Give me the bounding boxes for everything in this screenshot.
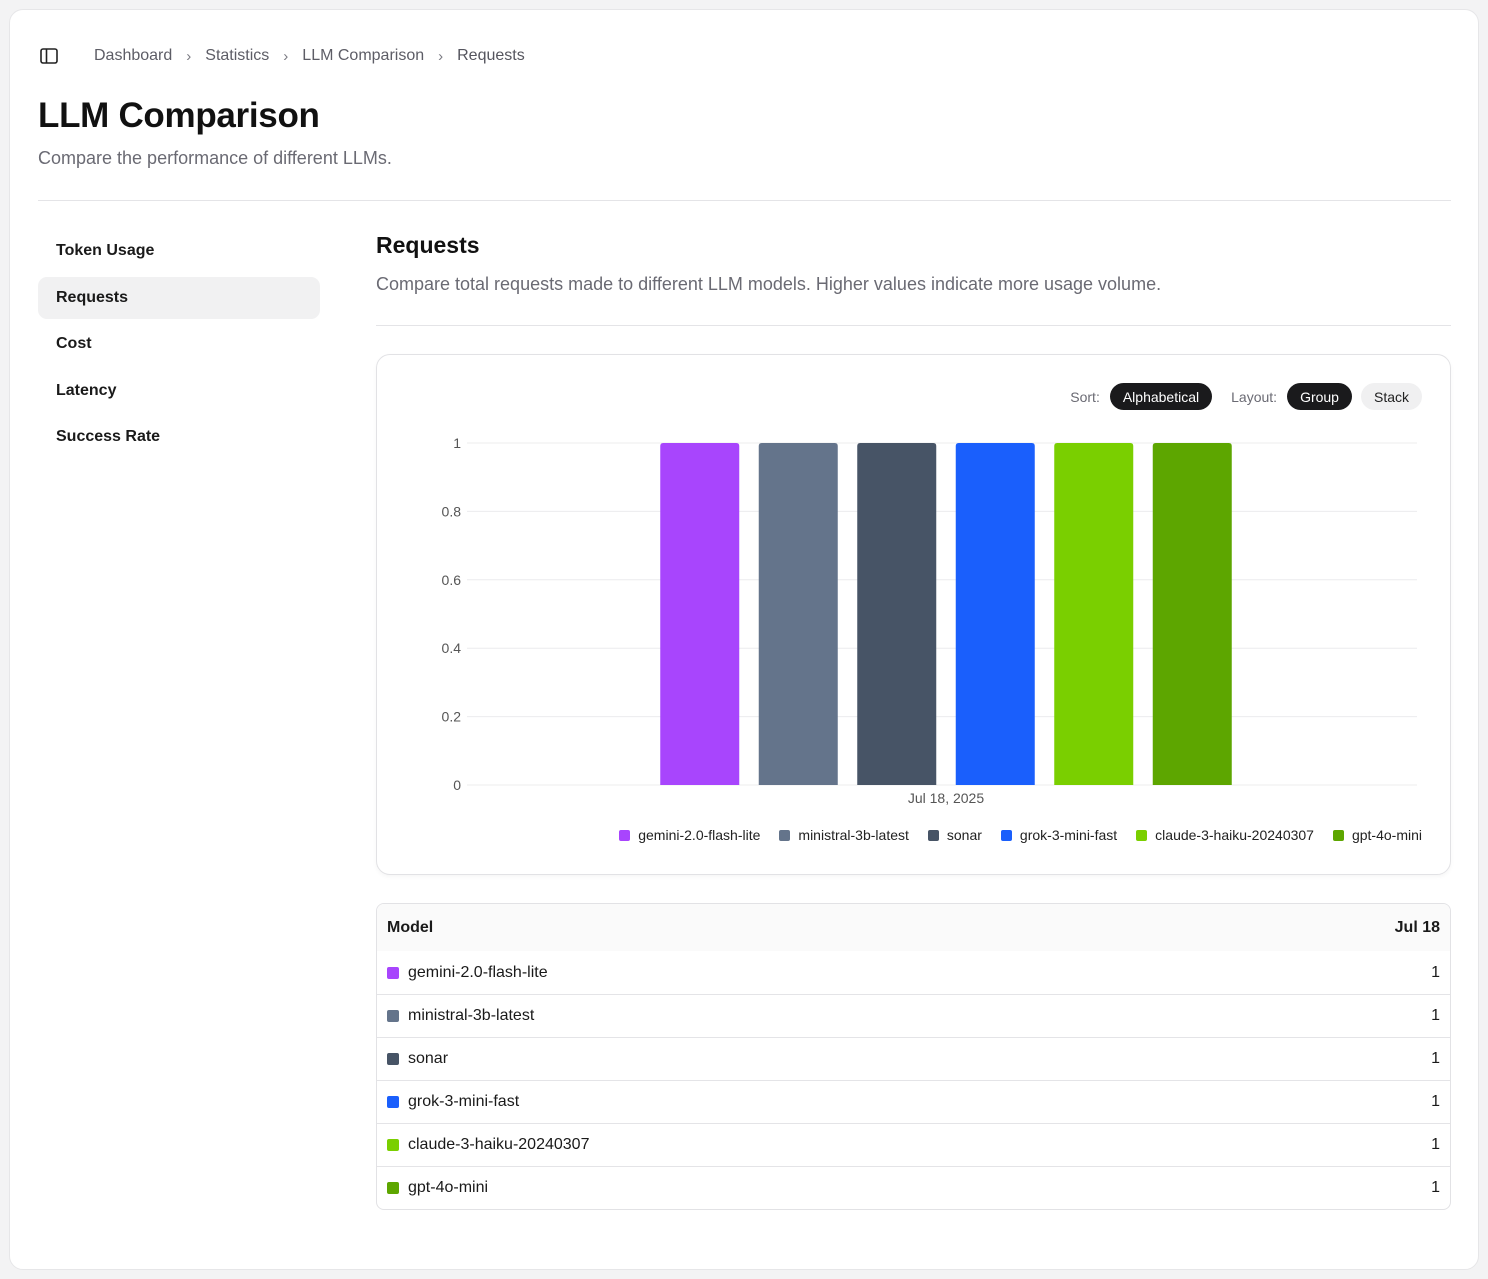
legend-label: ministral-3b-latest xyxy=(798,827,909,843)
model-cell: claude-3-haiku-20240307 xyxy=(387,1136,589,1154)
sort-alphabetical-button[interactable]: Alphabetical xyxy=(1109,383,1213,410)
bar-sonar[interactable] xyxy=(857,443,937,785)
legend-item[interactable]: claude-3-haiku-20240307 xyxy=(1136,827,1314,843)
table-row: sonar 1 xyxy=(377,1037,1450,1080)
value-cell: 1 xyxy=(1431,1179,1440,1196)
sidebar-item-success-rate[interactable]: Success Rate xyxy=(56,428,161,445)
table-row: gpt-4o-mini 1 xyxy=(377,1166,1450,1209)
y-tick-label: 1 xyxy=(453,435,461,451)
model-cell: sonar xyxy=(387,1050,448,1068)
y-tick-label: 0 xyxy=(453,777,461,793)
model-color-swatch xyxy=(387,1010,399,1022)
table-row: grok-3-mini-fast 1 xyxy=(377,1080,1450,1123)
chart-card: Sort: Alphabetical Layout: Group Stack 0… xyxy=(376,354,1451,875)
legend-swatch xyxy=(1000,829,1012,841)
legend-label: grok-3-mini-fast xyxy=(1019,827,1118,843)
breadcrumb-statistics[interactable]: Statistics xyxy=(205,47,270,64)
legend-label: claude-3-haiku-20240307 xyxy=(1155,827,1314,843)
sidebar-nav: Token Usage Requests Cost Latency Succes… xyxy=(38,230,320,463)
sidebar-toggle-icon[interactable] xyxy=(38,45,60,67)
table-row: ministral-3b-latest 1 xyxy=(377,994,1450,1037)
layout-label: Layout: xyxy=(1231,388,1278,405)
legend-label: gpt-4o-mini xyxy=(1351,827,1422,843)
legend-item[interactable]: gpt-4o-mini xyxy=(1332,827,1422,843)
model-name: sonar xyxy=(408,1050,449,1067)
chevron-right-icon: › xyxy=(283,47,289,65)
section-title: Requests xyxy=(376,232,480,258)
sidebar-item-requests[interactable]: Requests xyxy=(38,276,320,319)
sidebar-item-token-usage[interactable]: Token Usage xyxy=(56,242,155,259)
model-name: gemini-2.0-flash-lite xyxy=(408,963,548,981)
header-date: Jul 18 xyxy=(1394,918,1440,936)
legend-swatch xyxy=(619,829,631,841)
value-cell: 1 xyxy=(1431,1007,1440,1024)
model-name: claude-3-haiku-20240307 xyxy=(408,1136,590,1153)
chevron-right-icon: › xyxy=(186,47,192,65)
divider xyxy=(38,200,1451,201)
legend-item[interactable]: grok-3-mini-fast xyxy=(1000,827,1118,843)
bar-claude-3-haiku-20240307[interactable] xyxy=(1054,443,1134,785)
legend-item[interactable]: sonar xyxy=(927,827,982,843)
bar-gpt-4o-mini[interactable] xyxy=(1152,443,1232,785)
table-row: gemini-2.0-flash-lite 1 xyxy=(377,951,1450,994)
model-color-swatch xyxy=(387,1182,399,1194)
header-model: Model xyxy=(387,918,434,936)
table-row: claude-3-haiku-20240307 1 xyxy=(377,1123,1450,1166)
page-subtitle: Compare the performance of different LLM… xyxy=(38,148,392,168)
legend-item[interactable]: ministral-3b-latest xyxy=(779,827,909,843)
page-title: LLM Comparison xyxy=(38,96,320,135)
legend-swatch xyxy=(779,829,791,841)
legend-item[interactable]: gemini-2.0-flash-lite xyxy=(619,827,760,843)
x-tick-label: Jul 18, 2025 xyxy=(908,790,984,806)
sidebar-item-cost[interactable]: Cost xyxy=(56,335,92,352)
bar-grok-3-mini-fast[interactable] xyxy=(955,443,1035,785)
breadcrumb-requests: Requests xyxy=(457,47,525,64)
value-cell: 1 xyxy=(1431,963,1440,981)
model-cell: gemini-2.0-flash-lite xyxy=(387,964,548,982)
table-header: Model Jul 18 xyxy=(377,904,1450,951)
y-tick-label: 0.8 xyxy=(442,503,462,519)
sidebar-item-latency[interactable]: Latency xyxy=(56,381,117,399)
legend-swatch xyxy=(1332,829,1344,841)
model-color-swatch xyxy=(387,1139,399,1151)
value-cell: 1 xyxy=(1431,1136,1440,1153)
value-cell: 1 xyxy=(1431,1093,1440,1110)
breadcrumb: Dashboard › Statistics › LLM Comparison … xyxy=(94,47,525,65)
sort-label: Sort: xyxy=(1070,388,1100,405)
bar-gemini-2.0-flash-lite[interactable] xyxy=(660,443,740,785)
value-cell: 1 xyxy=(1431,1050,1440,1067)
model-name: grok-3-mini-fast xyxy=(408,1093,520,1110)
section-description: Compare total requests made to different… xyxy=(376,274,1162,294)
y-tick-label: 0.4 xyxy=(442,640,462,656)
y-tick-label: 0.6 xyxy=(442,572,462,588)
legend-label: sonar xyxy=(946,827,982,843)
main-content: Requests Compare total requests made to … xyxy=(376,230,1451,1210)
breadcrumb-llm-comparison[interactable]: LLM Comparison xyxy=(302,47,425,64)
bar-chart: 0 0.2 0.4 0.6 0.8 1 Jul 18, 2025 xyxy=(442,435,1417,806)
model-color-swatch xyxy=(387,1053,399,1065)
model-color-swatch xyxy=(387,966,399,979)
model-name: gpt-4o-mini xyxy=(408,1179,489,1196)
legend-label: gemini-2.0-flash-lite xyxy=(638,827,761,843)
model-color-swatch xyxy=(387,1096,399,1108)
app-window: Dashboard › Statistics › LLM Comparison … xyxy=(9,9,1479,1270)
model-cell: grok-3-mini-fast xyxy=(387,1093,519,1111)
layout-stack-button[interactable]: Stack xyxy=(1360,383,1422,410)
chart-controls: Sort: Alphabetical Layout: Group Stack xyxy=(1070,383,1422,410)
model-cell: ministral-3b-latest xyxy=(387,1007,534,1025)
layout-group-button[interactable]: Group xyxy=(1287,383,1352,410)
chart-legend: gemini-2.0-flash-lite ministral-3b-latest… xyxy=(600,827,1422,843)
chevron-right-icon: › xyxy=(438,47,444,65)
model-name: ministral-3b-latest xyxy=(408,1007,535,1024)
model-cell: gpt-4o-mini xyxy=(387,1179,488,1197)
y-tick-label: 0.2 xyxy=(442,709,462,725)
divider xyxy=(376,325,1451,326)
breadcrumb-dashboard[interactable]: Dashboard xyxy=(94,47,173,64)
legend-swatch xyxy=(927,829,939,841)
top-bar: Dashboard › Statistics › LLM Comparison … xyxy=(38,38,525,74)
bar-ministral-3b-latest[interactable] xyxy=(758,443,838,785)
data-table: Model Jul 18 gemini-2.0-flash-lite 1 minis… xyxy=(376,903,1451,1210)
legend-swatch xyxy=(1136,829,1148,841)
